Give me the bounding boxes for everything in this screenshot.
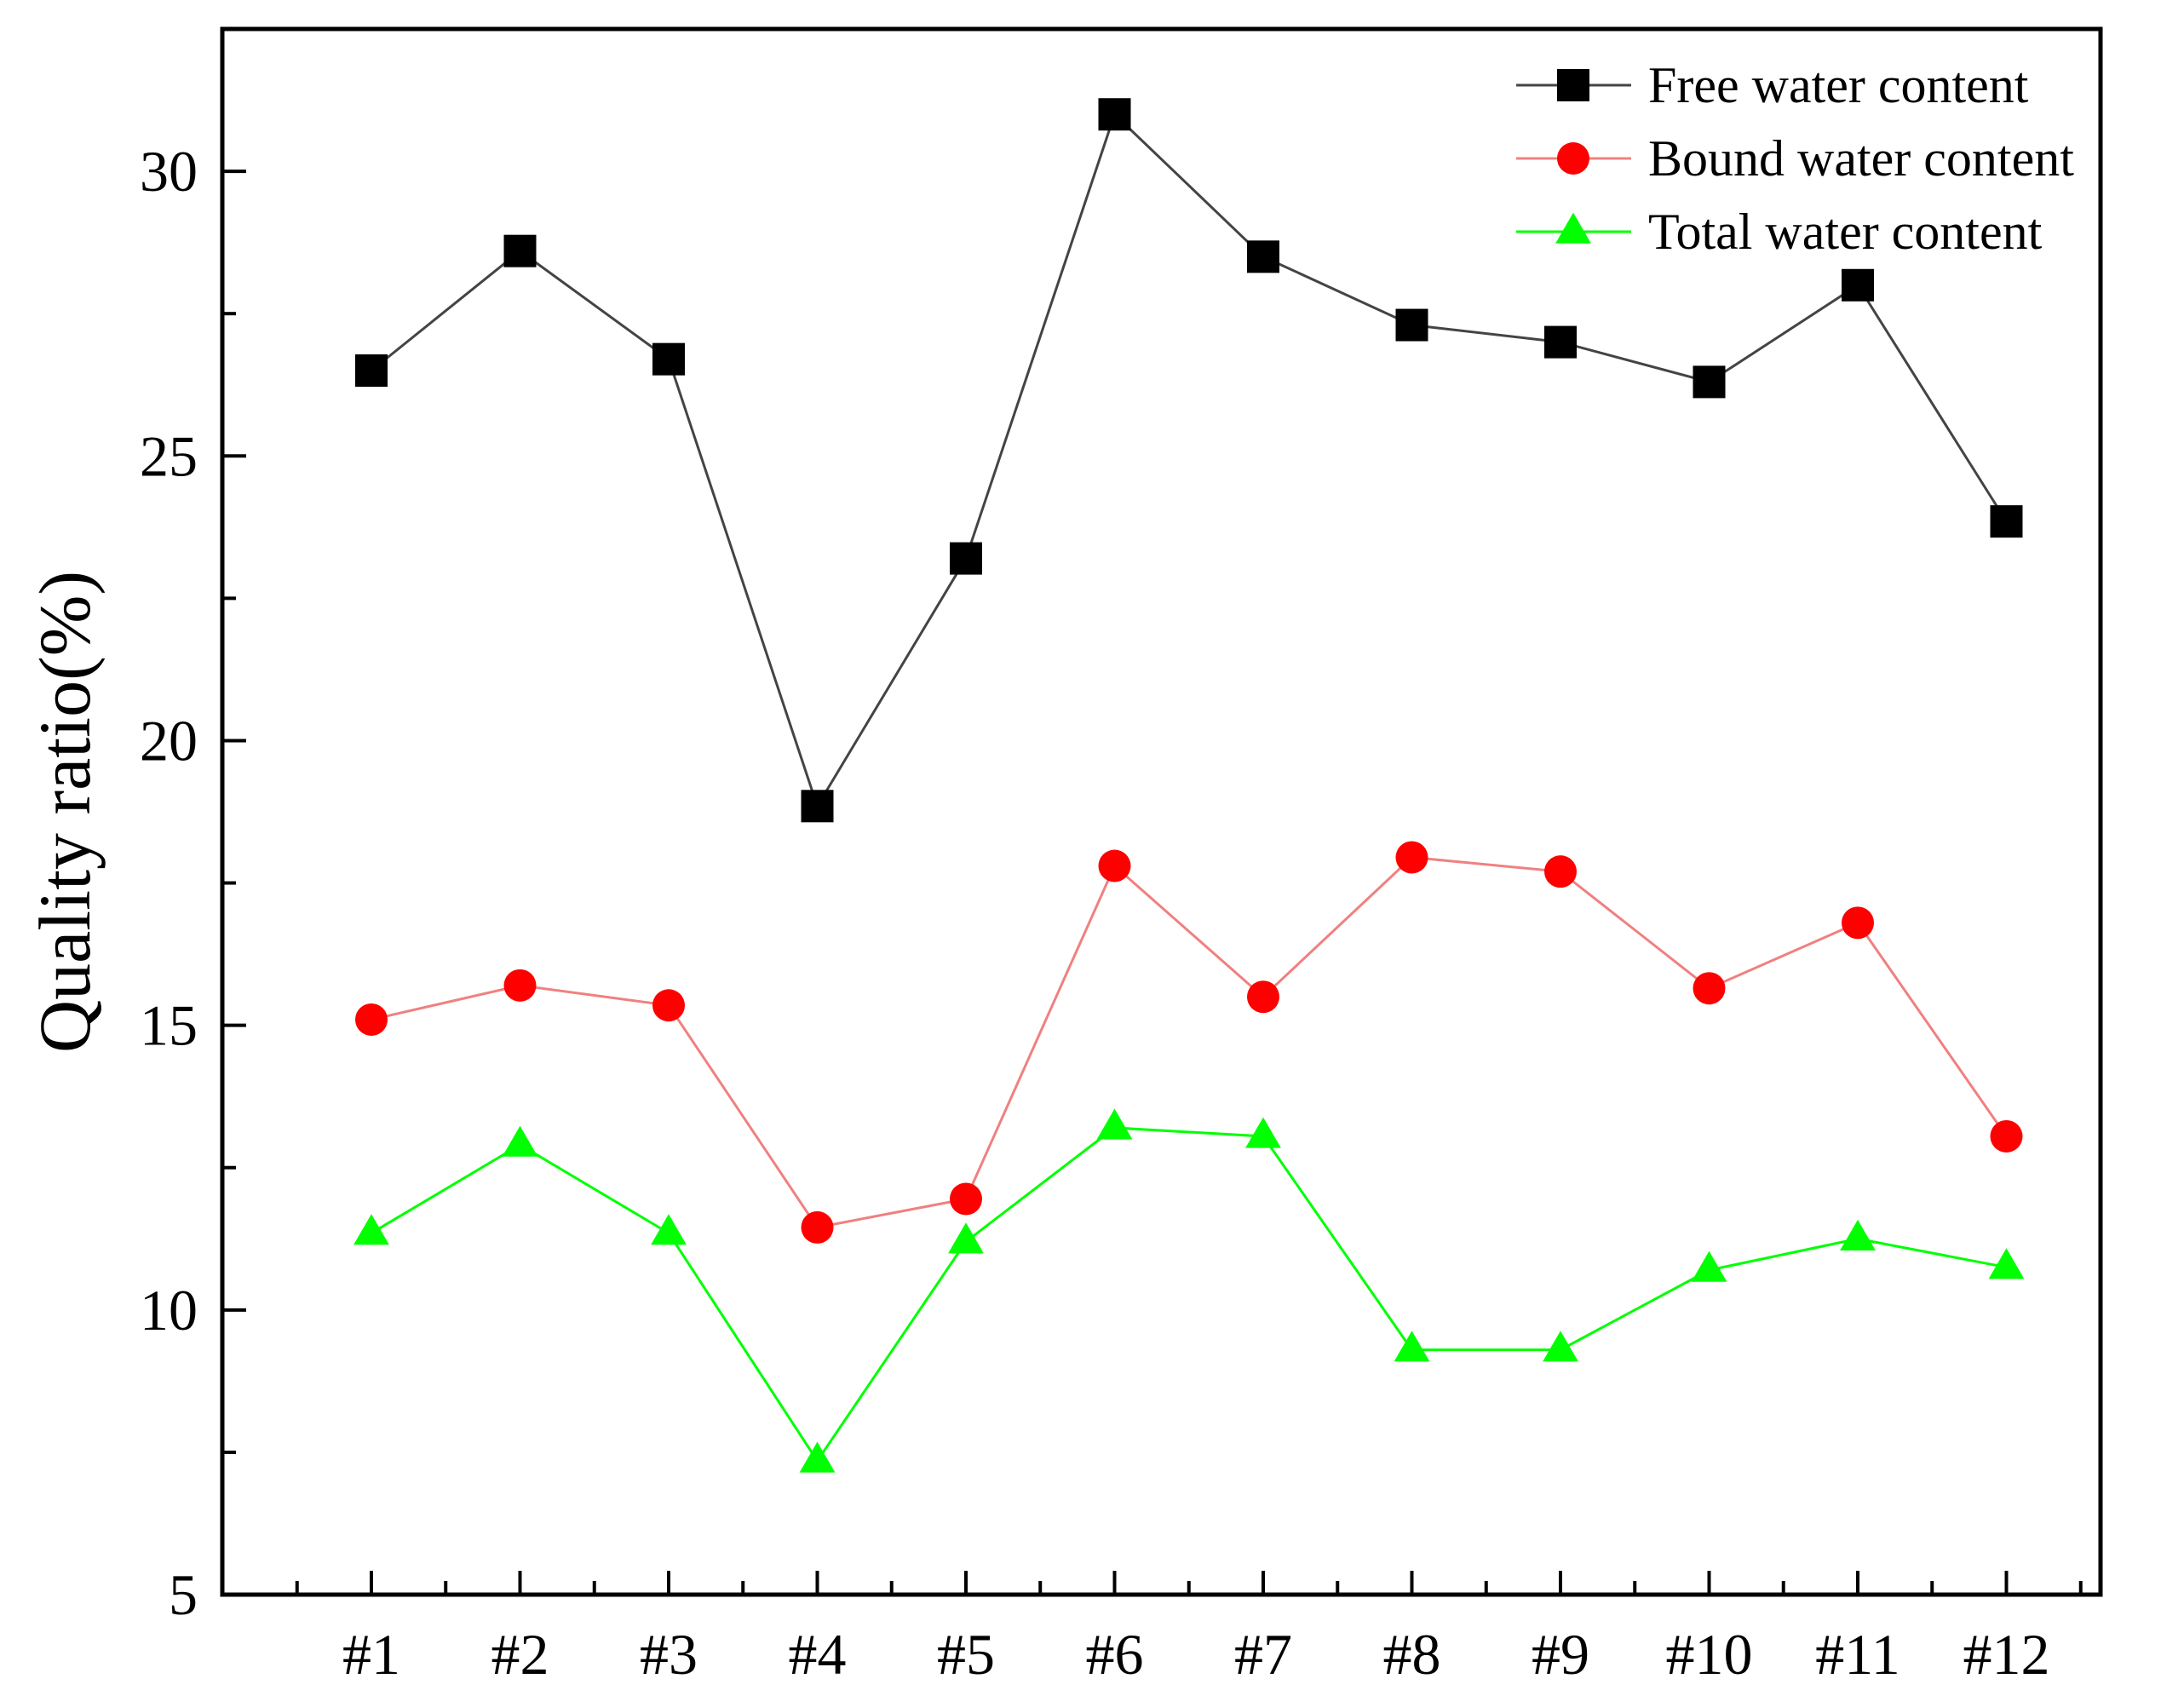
data-point: [1842, 906, 1874, 940]
data-point: [652, 342, 685, 376]
data-point: [503, 234, 537, 267]
x-tick-label: #8: [1383, 1622, 1441, 1687]
data-point: [1098, 98, 1131, 131]
x-tick-label: #10: [1666, 1622, 1753, 1687]
data-point: [502, 1125, 538, 1157]
y-tick-label: 10: [140, 1278, 198, 1342]
data-point: [1245, 1117, 1281, 1148]
x-tick-label: #1: [342, 1622, 400, 1687]
data-point: [1544, 325, 1577, 359]
x-tick-label: #7: [1234, 1622, 1292, 1687]
y-tick-label: 20: [140, 708, 198, 773]
y-tick-label: 5: [169, 1562, 198, 1627]
y-tick-label: 25: [140, 423, 198, 488]
series-line: [371, 112, 2008, 809]
series-layer: [353, 98, 2025, 1473]
data-point: [1988, 1248, 2025, 1279]
y-tick-label: 30: [140, 139, 198, 204]
data-point: [801, 790, 834, 823]
data-point: [1693, 972, 1726, 1005]
x-tick-label: #9: [1532, 1622, 1589, 1687]
data-point: [503, 969, 537, 1002]
legend-marker: [1557, 142, 1589, 175]
x-tick-label: #2: [491, 1622, 549, 1687]
legend-item-total: Total water content: [1516, 204, 2043, 260]
data-point: [1395, 841, 1428, 874]
data-point: [1990, 1119, 2023, 1153]
data-point: [1098, 849, 1131, 882]
data-point: [652, 989, 685, 1022]
data-point: [1543, 1331, 1578, 1362]
data-point: [1840, 1219, 1876, 1250]
x-tick-label: #12: [1963, 1622, 2050, 1687]
data-point: [1394, 1331, 1430, 1362]
y-axis-title: Quality ratio(%): [24, 571, 106, 1053]
y-axis: 5 10 15 20 25 30: [140, 139, 246, 1627]
data-point: [355, 354, 388, 388]
data-point: [950, 1182, 982, 1216]
x-tick-label: #5: [937, 1622, 995, 1687]
legend-marker: [1557, 69, 1589, 101]
data-point: [1691, 1250, 1727, 1282]
x-tick-label: #11: [1815, 1622, 1900, 1687]
data-point: [1693, 365, 1726, 399]
y-tick-label: 15: [140, 993, 198, 1058]
data-point: [948, 1222, 984, 1254]
series-total-water: [353, 1108, 2025, 1473]
x-tick-label: #4: [789, 1622, 847, 1687]
legend-marker: [1555, 212, 1591, 244]
data-point: [1395, 308, 1428, 342]
x-tick-label: #6: [1086, 1622, 1144, 1687]
data-point: [950, 542, 982, 575]
series-bound-water: [355, 841, 2023, 1244]
data-point: [1990, 505, 2023, 538]
data-point: [355, 1003, 388, 1036]
series-line: [371, 855, 2008, 1229]
legend-label: Total water content: [1648, 204, 2043, 260]
data-point: [1544, 855, 1577, 888]
x-tick-label: #3: [640, 1622, 698, 1687]
legend: Free water content Bound water content Tot…: [1516, 57, 2074, 260]
data-point: [799, 1441, 836, 1473]
plot-frame: [220, 26, 2103, 1597]
legend-item-free: Free water content: [1516, 57, 2029, 113]
series-free-water: [355, 98, 2023, 823]
legend-label: Free water content: [1648, 57, 2029, 113]
data-point: [1096, 1108, 1133, 1140]
series-line: [371, 1126, 2007, 1463]
data-point: [1842, 268, 1874, 302]
data-point: [1247, 240, 1279, 273]
legend-label: Bound water content: [1648, 130, 2074, 187]
data-point: [801, 1210, 834, 1244]
legend-item-bound: Bound water content: [1516, 130, 2074, 187]
data-point: [353, 1214, 389, 1245]
data-point: [651, 1214, 687, 1245]
data-point: [1247, 980, 1279, 1014]
x-axis: #1 #2 #3 #4 #5 #6 #7 #8 #9 #10 #11 #12: [295, 1571, 2083, 1687]
